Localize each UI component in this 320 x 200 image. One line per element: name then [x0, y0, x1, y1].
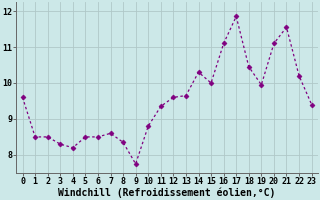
- X-axis label: Windchill (Refroidissement éolien,°C): Windchill (Refroidissement éolien,°C): [58, 187, 276, 198]
